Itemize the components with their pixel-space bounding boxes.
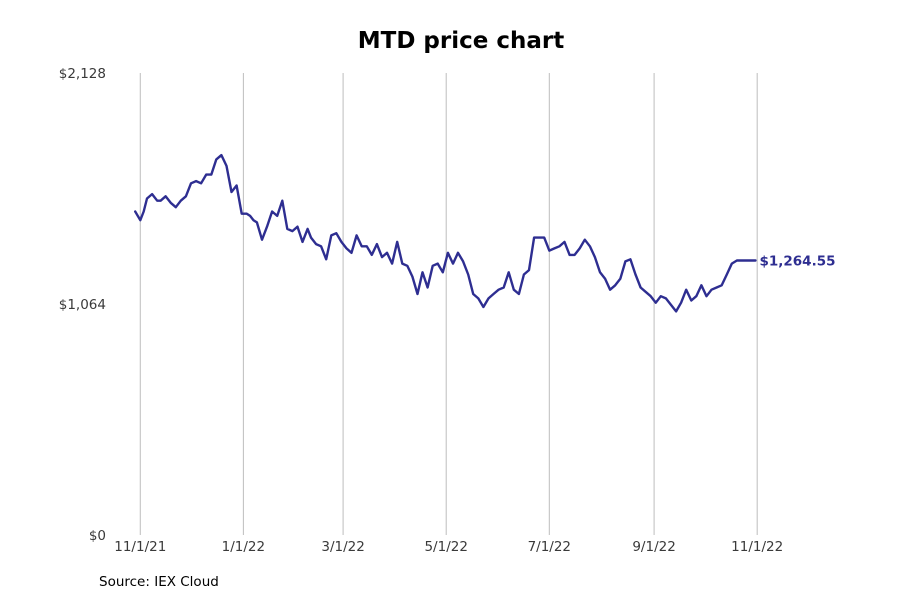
x-axis-ticks: 11/1/21 1/1/22 3/1/22 5/1/22 7/1/22 9/1/22 11/… <box>114 539 783 555</box>
y-tick-label: $0 <box>89 528 106 544</box>
x-tick-label: 7/1/22 <box>528 539 571 555</box>
x-tick-label: 5/1/22 <box>424 539 467 555</box>
y-axis-ticks: $0 $1,064 $2,128 <box>59 66 106 544</box>
x-tick-label: 11/1/21 <box>114 539 166 555</box>
source-note: Source: IEX Cloud <box>99 574 219 590</box>
x-tick-label: 3/1/22 <box>321 539 364 555</box>
grid-lines <box>139 73 758 535</box>
x-tick-label: 1/1/22 <box>222 539 265 555</box>
price-series-line <box>134 153 757 313</box>
x-tick-label: 11/1/22 <box>731 539 783 555</box>
x-tick-label: 9/1/22 <box>632 539 675 555</box>
chart-title: MTD price chart <box>357 28 565 54</box>
end-price-label: $1,264.55 <box>759 253 835 269</box>
y-tick-label: $1,064 <box>59 297 106 313</box>
y-tick-label: $2,128 <box>59 66 106 82</box>
